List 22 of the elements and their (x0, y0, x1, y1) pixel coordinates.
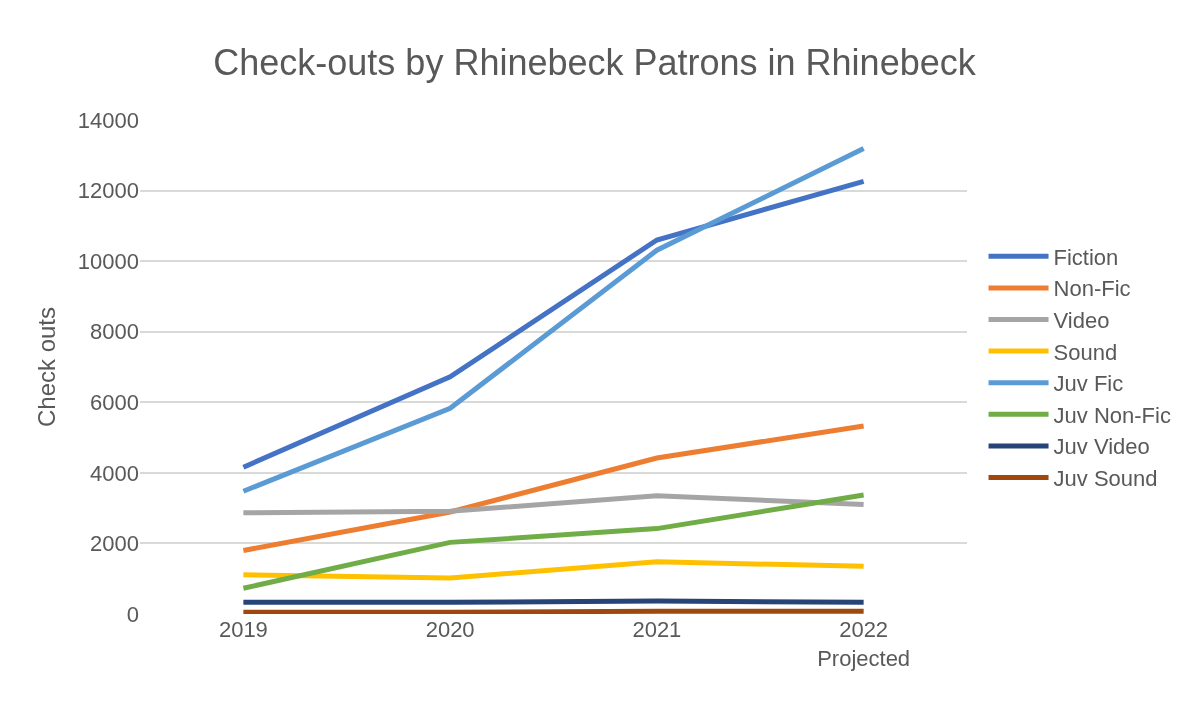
y-tick-label: 2000 (90, 531, 139, 557)
y-tick-label: 8000 (90, 319, 139, 345)
y-tick-label: 10000 (77, 248, 139, 274)
x-tick-label: 2021 (632, 617, 682, 642)
legend-label: Non-Fic (1053, 276, 1131, 302)
y-tick-label: 4000 (90, 460, 139, 486)
x-tick-label: 2022 Projected (817, 617, 911, 671)
legend-label: Juv Fic (1053, 371, 1124, 397)
y-tick-label: 0 (126, 601, 139, 627)
legend-label: Juv Video (1053, 434, 1150, 460)
x-tick-label: 2019 (218, 617, 268, 642)
legend-label: Juv Sound (1053, 466, 1158, 492)
y-axis-title: Check outs (32, 306, 60, 428)
chart-title: Check-outs by Rhinebeck Patrons in Rhinebeck (213, 42, 977, 84)
legend-label: Fiction (1053, 244, 1119, 270)
legend-label: Video (1053, 308, 1110, 334)
x-tick-label: 2020 (425, 617, 475, 642)
legend-label: Sound (1053, 339, 1118, 365)
y-tick-label: 14000 (77, 107, 139, 133)
y-tick-label: 6000 (90, 389, 139, 415)
legend-label: Juv Non-Fic (1053, 402, 1171, 428)
y-tick-label: 12000 (77, 178, 139, 204)
